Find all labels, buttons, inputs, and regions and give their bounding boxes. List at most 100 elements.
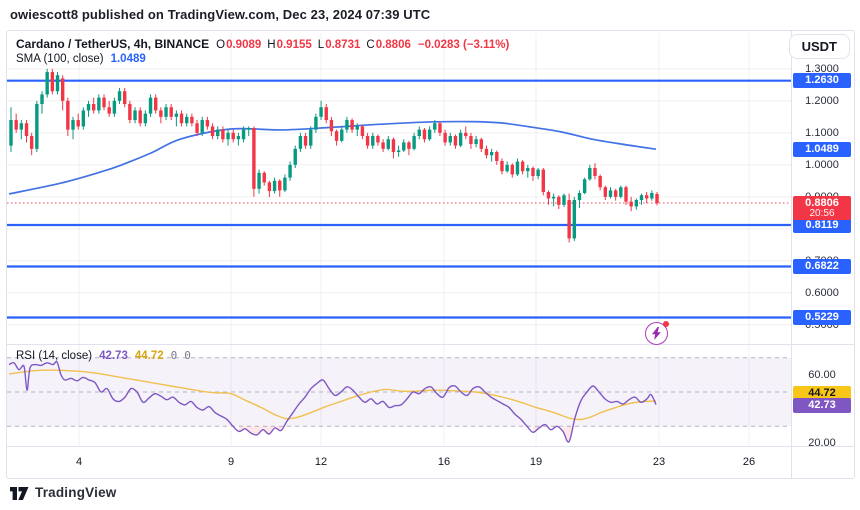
candle-body <box>458 132 463 146</box>
candle-body <box>169 107 173 117</box>
candle-body <box>205 120 210 127</box>
open-value: 0.9089 <box>226 39 262 51</box>
candle-body <box>122 91 127 105</box>
candle-body <box>650 192 654 199</box>
candle-body <box>629 201 633 207</box>
notification-dot <box>663 321 669 327</box>
candle-body <box>226 132 230 140</box>
candle-body <box>443 132 447 143</box>
candle-body <box>345 120 349 130</box>
sma-value: 1.0489 <box>110 53 146 65</box>
candle-body <box>495 152 499 161</box>
candle-body <box>133 110 137 121</box>
candle-body <box>582 179 587 193</box>
candle-body <box>283 177 287 191</box>
candle-body <box>148 97 153 114</box>
candle-body <box>546 192 551 199</box>
candle-body <box>247 128 251 130</box>
candle-body <box>55 75 60 92</box>
candle-body <box>557 196 561 205</box>
lightning-marker-button[interactable] <box>645 321 669 345</box>
candle-body <box>598 176 602 188</box>
sma-100-line <box>8 120 657 195</box>
candle-body <box>50 72 55 92</box>
candle-body <box>174 113 179 117</box>
candle-body <box>195 123 199 133</box>
candle-body <box>541 169 546 193</box>
candle-body <box>624 187 628 202</box>
candle-body <box>365 136 370 146</box>
candle-body <box>60 78 65 101</box>
candle-body <box>603 187 608 197</box>
low-value: 0.8731 <box>325 39 361 51</box>
candle-body <box>107 107 111 114</box>
candle-body <box>76 120 80 127</box>
candle-body <box>334 131 339 141</box>
candle-body <box>479 139 483 149</box>
candle-body <box>448 136 452 143</box>
candle-body <box>360 126 365 137</box>
rsi-oversold-fill <box>563 426 573 442</box>
candle-body <box>619 187 623 197</box>
candle-body <box>190 116 194 124</box>
candle-body <box>531 168 535 177</box>
candle-body <box>427 129 432 140</box>
candle-body <box>267 182 272 192</box>
tradingview-logo[interactable]: TradingView <box>10 484 116 501</box>
tradingview-logo-text: TradingView <box>35 485 117 500</box>
candle-body <box>644 195 649 199</box>
candle-body <box>593 168 597 177</box>
candle-body <box>376 136 380 143</box>
high-value: 0.9155 <box>276 39 312 51</box>
candle-body <box>350 120 354 130</box>
candle-body <box>371 136 375 146</box>
candle-body <box>35 104 39 149</box>
candle-body <box>355 126 359 130</box>
chart-canvas[interactable] <box>7 31 854 478</box>
candle-body <box>469 136 473 145</box>
low-key: L <box>317 39 325 51</box>
close-key: C <box>366 39 375 51</box>
candle-body <box>143 113 148 124</box>
candle-body <box>412 136 416 149</box>
currency-button[interactable]: USDT <box>788 34 850 59</box>
candle-body <box>19 123 24 130</box>
candle-body <box>340 129 344 141</box>
candle-body <box>438 123 442 133</box>
candle-body <box>252 128 256 189</box>
candle-body <box>396 150 401 153</box>
rsi-value: 42.73 <box>99 350 128 362</box>
candle-body <box>500 160 504 172</box>
candle-body <box>24 123 29 137</box>
sma-name: SMA (100, close) <box>16 53 104 65</box>
close-value: 0.8806 <box>375 39 411 51</box>
candle-body <box>324 107 328 121</box>
candle-body <box>112 100 117 114</box>
candle-body <box>515 161 520 175</box>
candle-body <box>510 164 514 175</box>
high-key: H <box>267 39 276 51</box>
candle-body <box>179 113 184 124</box>
candle-body <box>314 116 318 130</box>
candle-body <box>536 169 540 177</box>
rsi-lower-band-value: 0 <box>184 349 191 362</box>
candle-body <box>29 136 34 149</box>
candle-body <box>319 107 323 117</box>
candle-body <box>329 120 334 132</box>
candle-body <box>138 110 142 124</box>
candle-body <box>154 97 158 111</box>
candle-body <box>278 180 282 191</box>
candle-body <box>567 200 571 239</box>
candle-body <box>588 168 592 180</box>
rsi-ma-line <box>8 369 657 421</box>
candle-body <box>231 132 235 140</box>
tradingview-logo-icon <box>10 487 29 500</box>
sma-legend: SMA (100, close) 1.0489 <box>16 53 146 65</box>
candle-body <box>164 107 168 117</box>
candle-body <box>14 120 18 130</box>
candle-body <box>185 116 189 124</box>
candle-body <box>236 136 241 140</box>
candle-body <box>402 142 406 151</box>
candle-body <box>293 148 297 165</box>
candle-body <box>117 91 122 101</box>
